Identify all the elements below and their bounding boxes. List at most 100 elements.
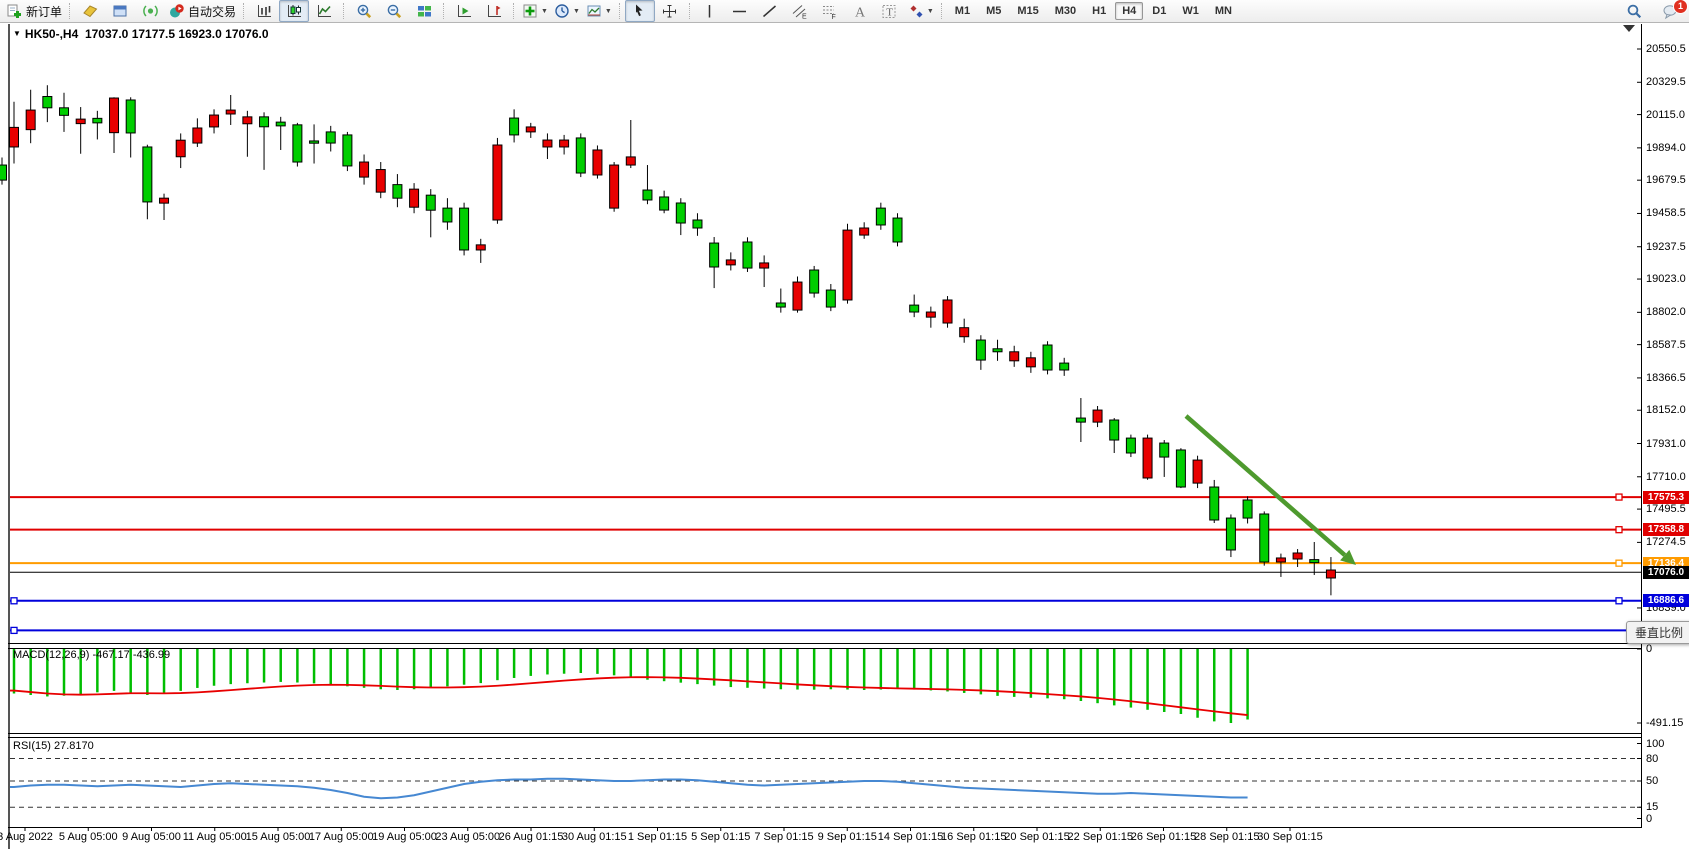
- vline-button[interactable]: [695, 0, 725, 22]
- new-order-icon: [7, 4, 21, 18]
- new-order-button[interactable]: 新订单: [3, 0, 65, 22]
- signal-button[interactable]: [135, 0, 165, 22]
- candles-chart-icon: [287, 4, 301, 17]
- auto-scroll-button[interactable]: [449, 0, 479, 22]
- timeframe-M1-button[interactable]: M1: [954, 5, 971, 17]
- hline-17575.3[interactable]: [10, 493, 1641, 501]
- tile-windows-icon: [417, 5, 431, 16]
- cursor-button[interactable]: [624, 0, 655, 22]
- crosshair-button[interactable]: [655, 0, 685, 22]
- tile-windows-button[interactable]: [409, 0, 439, 22]
- chat-badge: 1: [1673, 0, 1688, 14]
- hline-icon: [733, 10, 747, 12]
- vline-icon: [709, 4, 711, 17]
- hline-16690[interactable]: [10, 626, 1641, 635]
- svg-text:A: A: [855, 5, 866, 20]
- timeframe-W1-button[interactable]: W1: [1182, 5, 1199, 17]
- text-icon: A: [855, 5, 866, 20]
- dropdown-arrow-icon[interactable]: ▼: [572, 7, 580, 15]
- timeframe-H4-button[interactable]: H4: [1115, 2, 1144, 20]
- toolbar-separator: [688, 3, 691, 19]
- candlestick-series: [0, 85, 1336, 596]
- templates-icon: [587, 5, 601, 16]
- trend-arrow[interactable]: [1184, 414, 1356, 565]
- timeframe-M15-button[interactable]: M15: [1017, 5, 1039, 17]
- autotrade-button[interactable]: 自动交易: [165, 0, 239, 22]
- toolbar-separator: [513, 3, 515, 19]
- autotrade-icon: [170, 3, 184, 17]
- autotrade-label: 自动交易: [188, 4, 237, 19]
- search-button[interactable]: [1619, 1, 1649, 23]
- fibonacci-button[interactable]: F: [815, 0, 845, 22]
- line-chart-icon: [317, 4, 331, 17]
- search-icon: [1627, 4, 1641, 19]
- chart-shift-button[interactable]: [479, 0, 509, 22]
- chart-shift-marker[interactable]: [1623, 25, 1635, 32]
- dropdown-arrow-icon[interactable]: ▼: [604, 7, 612, 15]
- equidistant-channel-icon: E: [793, 4, 807, 20]
- bars-chart-button[interactable]: [249, 0, 279, 22]
- tag-button[interactable]: [75, 0, 105, 22]
- timeframe-D1-button[interactable]: D1: [1152, 5, 1167, 17]
- macd-signal-line: [10, 676, 1248, 716]
- main-toolbar: 新订单 自动交易 ▼ ▼ ▼ E F A T ▼ M1 M5 M15 M30 H1 H4 D1 W1 MN 1: [0, 0, 1689, 23]
- line-chart-button[interactable]: [309, 0, 339, 22]
- periods-button[interactable]: ▼: [551, 0, 583, 22]
- crosshair-icon: [663, 4, 677, 17]
- fibonacci-icon: F: [823, 5, 836, 20]
- hline-button[interactable]: [725, 0, 755, 22]
- toolbar-right: 1: [1619, 0, 1688, 23]
- trendline-button[interactable]: [755, 0, 785, 22]
- text-label-button[interactable]: T: [875, 0, 905, 22]
- svg-text:E: E: [802, 13, 807, 20]
- timeframe-M5-button[interactable]: M5: [986, 5, 1002, 17]
- timeframe-M30-button[interactable]: M30: [1054, 5, 1077, 17]
- trendline-icon: [763, 4, 777, 17]
- chart-shift-icon: [487, 4, 501, 17]
- svg-text:F: F: [832, 14, 836, 20]
- equidistant-channel-button[interactable]: E: [785, 0, 815, 22]
- signal-icon: [142, 4, 158, 17]
- dropdown-arrow-icon[interactable]: ▼: [541, 7, 548, 15]
- cursor-icon: [636, 4, 643, 16]
- hline-17136.4[interactable]: [10, 559, 1641, 567]
- periods-icon: [555, 3, 569, 18]
- hline-16886.6[interactable]: [10, 597, 1641, 605]
- candles-chart-button[interactable]: [279, 0, 310, 22]
- indicators-button[interactable]: ▼: [519, 0, 551, 22]
- text-label-icon: T: [882, 4, 896, 18]
- toolbar-separator: [243, 3, 245, 19]
- macd-histogram: [12, 649, 1249, 723]
- timeframe-MN-button[interactable]: MN: [1214, 5, 1232, 17]
- bars-chart-icon: [257, 4, 271, 17]
- hline-17358.8[interactable]: [10, 526, 1641, 534]
- window-icon: [113, 5, 127, 16]
- chat-button[interactable]: 1: [1655, 0, 1688, 23]
- zoom-out-icon: [387, 4, 401, 18]
- indicators-icon: [523, 4, 537, 17]
- text-button[interactable]: A: [845, 0, 875, 22]
- new-order-label: 新订单: [26, 4, 63, 19]
- window-button[interactable]: [105, 0, 135, 22]
- toolbar-separator: [618, 3, 621, 19]
- arrows-button[interactable]: ▼: [905, 0, 937, 22]
- zoom-in-button[interactable]: [349, 0, 379, 22]
- toolbar-separator: [940, 3, 943, 19]
- dropdown-arrow-icon[interactable]: ▼: [926, 7, 934, 15]
- panel-borders: [8, 24, 1642, 849]
- toolbar-separator: [343, 3, 345, 19]
- zoom-out-button[interactable]: [379, 0, 409, 22]
- zoom-in-icon: [357, 4, 371, 18]
- toolbar-separator: [69, 3, 71, 19]
- auto-scroll-icon: [457, 4, 471, 17]
- templates-button[interactable]: ▼: [583, 0, 615, 22]
- svg-text:T: T: [887, 6, 894, 18]
- tag-icon: [82, 4, 97, 17]
- toolbar-separator: [443, 3, 445, 19]
- timeframe-H1-button[interactable]: H1: [1092, 5, 1107, 17]
- axis-ticks: [24, 48, 1641, 831]
- rsi-line: [10, 777, 1248, 800]
